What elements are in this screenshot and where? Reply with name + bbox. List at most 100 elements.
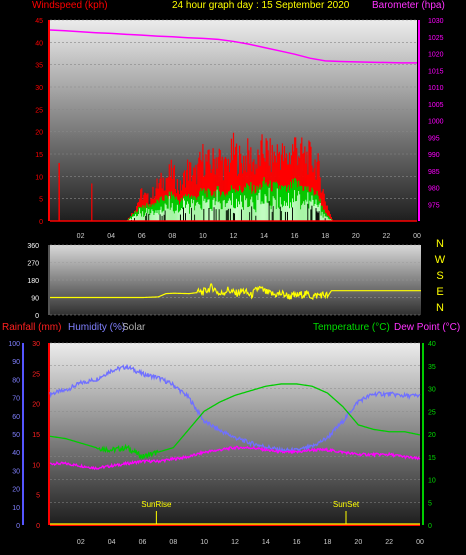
compass-label: W: [435, 254, 446, 266]
humidity-y-tick-label: 80: [12, 377, 20, 384]
wind-x-tick-label: 04: [107, 233, 115, 240]
wind-y-tick-label: 0: [39, 219, 43, 226]
rainfall-y-tick-label: 15: [32, 432, 40, 439]
barometer-y-tick-label: 985: [428, 169, 440, 176]
wind-x-tick-label: 12: [230, 233, 238, 240]
humidity-y-tick-label: 30: [12, 468, 20, 475]
wind-x-tick-label: 02: [77, 233, 85, 240]
barometer-y-tick-label: 1005: [428, 102, 444, 109]
compass-label: N: [436, 302, 444, 314]
temperature-y-tick-label: 5: [428, 500, 432, 507]
barometer-y-tick-label: 980: [428, 186, 440, 193]
compass-label: E: [436, 286, 443, 298]
humidity-y-tick-label: 90: [12, 359, 20, 366]
barometer-y-tick-label: 990: [428, 152, 440, 159]
wind-x-tick-label: 00: [413, 233, 421, 240]
rainfall-y-tick-label: 5: [36, 493, 40, 500]
rainfall-y-tick-label: 20: [32, 402, 40, 409]
direction-y-tick-label: 0: [35, 313, 39, 320]
wind-x-tick-label: 08: [168, 233, 176, 240]
wind-y-tick-label: 15: [35, 152, 43, 159]
compass-label: N: [436, 238, 444, 250]
windspeed-axis-label: Windspeed (kph): [32, 0, 108, 11]
barometer-y-tick-label: 1010: [428, 85, 444, 92]
direction-y-tick-label: 180: [27, 278, 39, 285]
compass-label: S: [436, 270, 443, 282]
humidity-y-tick-label: 100: [8, 341, 20, 348]
solar-label: Solar: [122, 322, 146, 333]
humidity-y-tick-label: 50: [12, 432, 20, 439]
rainfall-y-tick-label: 30: [32, 341, 40, 348]
temperature-x-tick-label: 04: [108, 539, 116, 546]
temperature-x-tick-label: 16: [293, 539, 301, 546]
temperature-line: [49, 383, 421, 460]
wind-y-tick-label: 25: [35, 107, 43, 114]
wind-x-tick-label: 18: [321, 233, 329, 240]
wind-y-tick-label: 5: [39, 197, 43, 204]
humidity-y-tick-label: 60: [12, 414, 20, 421]
barometer-y-tick-label: 1015: [428, 68, 444, 75]
barometer-y-tick-label: 1025: [428, 35, 444, 42]
temperature-x-tick-label: 02: [77, 539, 85, 546]
temperature-y-tick-label: 0: [428, 523, 432, 530]
barometer-y-tick-label: 1000: [428, 119, 444, 126]
barometer-line: [49, 29, 417, 64]
temperature-axis-label: Temperature (°C): [313, 322, 390, 333]
rainfall-y-tick-label: 25: [32, 371, 40, 378]
temperature-y-tick-label: 30: [428, 387, 436, 394]
rainfall-axis-label: Rainfall (mm): [2, 322, 62, 333]
humidity-line: [49, 364, 421, 454]
temperature-y-tick-label: 20: [428, 432, 436, 439]
temperature-x-tick-label: 12: [231, 539, 239, 546]
direction-y-tick-label: 270: [27, 261, 39, 268]
humidity-y-tick-label: 40: [12, 450, 20, 457]
humidity-axis-label: Humidity (%): [68, 322, 126, 333]
direction-line: [50, 283, 421, 301]
dewpoint-axis-label: Dew Point (°C): [394, 322, 461, 333]
barometer-y-tick-label: 1030: [428, 18, 444, 25]
sun-event-label: SunRise: [141, 500, 172, 509]
wind-y-tick-label: 35: [35, 63, 43, 70]
temperature-x-tick-label: 22: [385, 539, 393, 546]
wind-x-tick-label: 10: [199, 233, 207, 240]
wind-x-tick-label: 16: [291, 233, 299, 240]
humidity-y-tick-label: 0: [16, 523, 20, 530]
barometer-y-tick-label: 995: [428, 135, 440, 142]
temperature-x-tick-label: 18: [324, 539, 332, 546]
barometer-y-tick-label: 975: [428, 202, 440, 209]
rainfall-y-tick-label: 10: [32, 462, 40, 469]
wind-x-tick-label: 22: [383, 233, 391, 240]
humidity-y-tick-label: 10: [12, 505, 20, 512]
graph-title: 24 hour graph day : 15 September 2020: [172, 0, 350, 11]
wind-y-tick-label: 30: [35, 85, 43, 92]
temperature-y-tick-label: 35: [428, 364, 436, 371]
temperature-y-tick-label: 40: [428, 341, 436, 348]
temperature-y-tick-label: 10: [428, 478, 436, 485]
humidity-y-tick-label: 20: [12, 487, 20, 494]
temperature-x-tick-label: 14: [262, 539, 270, 546]
direction-y-tick-label: 360: [27, 243, 39, 250]
humidity-y-tick-label: 70: [12, 396, 20, 403]
rainfall-y-tick-label: 0: [36, 523, 40, 530]
temperature-x-tick-label: 08: [169, 539, 177, 546]
direction-y-tick-label: 90: [31, 296, 39, 303]
temperature-x-tick-label: 10: [200, 539, 208, 546]
temperature-x-tick-label: 00: [416, 539, 424, 546]
temperature-y-tick-label: 15: [428, 455, 436, 462]
wind-y-tick-label: 40: [35, 40, 43, 47]
sun-event-label: SunSet: [333, 500, 360, 509]
wind-x-tick-label: 14: [260, 233, 268, 240]
wind-y-tick-label: 45: [35, 18, 43, 25]
temperature-x-tick-label: 06: [139, 539, 147, 546]
dewpoint-line: [49, 445, 421, 471]
temperature-x-tick-label: 20: [354, 539, 362, 546]
wind-x-tick-label: 20: [352, 233, 360, 240]
temperature-y-tick-label: 25: [428, 409, 436, 416]
wind-y-tick-label: 20: [35, 130, 43, 137]
wind-x-tick-label: 06: [138, 233, 146, 240]
barometer-y-tick-label: 1020: [428, 52, 444, 59]
barometer-axis-label: Barometer (hpa): [372, 0, 445, 11]
wind-y-tick-label: 10: [35, 174, 43, 181]
